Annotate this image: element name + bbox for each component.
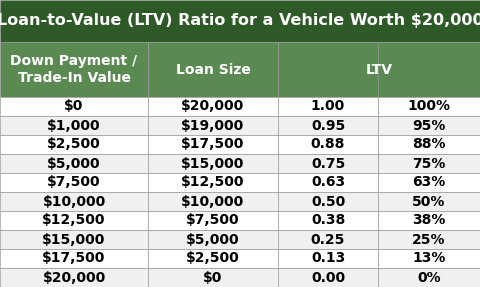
Bar <box>0 268 148 287</box>
Text: $0: $0 <box>64 100 84 113</box>
Bar <box>278 249 378 268</box>
Text: 0.38: 0.38 <box>311 214 345 228</box>
Bar <box>0 116 148 135</box>
Bar <box>0 135 148 154</box>
Bar <box>148 116 278 135</box>
Bar <box>148 42 278 97</box>
Text: 100%: 100% <box>408 100 451 113</box>
Bar <box>278 97 378 116</box>
Text: $7,500: $7,500 <box>186 214 240 228</box>
Bar <box>378 268 480 287</box>
Text: $15,000: $15,000 <box>42 232 106 247</box>
Text: Loan-to-Value (LTV) Ratio for a Vehicle Worth $20,000: Loan-to-Value (LTV) Ratio for a Vehicle … <box>0 13 480 28</box>
Text: 0.25: 0.25 <box>311 232 345 247</box>
Bar <box>148 230 278 249</box>
Bar <box>278 192 378 211</box>
Bar <box>148 97 278 116</box>
Bar <box>378 192 480 211</box>
Text: LTV: LTV <box>365 63 393 77</box>
Text: 88%: 88% <box>412 137 446 152</box>
Bar <box>378 116 480 135</box>
Text: $10,000: $10,000 <box>181 195 245 208</box>
Text: 50%: 50% <box>412 195 446 208</box>
Text: $2,500: $2,500 <box>47 137 101 152</box>
Bar <box>0 154 148 173</box>
Bar <box>378 154 480 173</box>
Text: $12,500: $12,500 <box>181 175 245 189</box>
Text: 1.00: 1.00 <box>311 100 345 113</box>
Bar <box>148 135 278 154</box>
Text: $15,000: $15,000 <box>181 156 245 170</box>
Bar <box>278 116 378 135</box>
Text: $5,000: $5,000 <box>47 156 101 170</box>
Bar <box>0 42 148 97</box>
Bar <box>378 173 480 192</box>
Bar <box>278 268 378 287</box>
Bar <box>0 192 148 211</box>
Text: 0.88: 0.88 <box>311 137 345 152</box>
Text: Down Payment /
Trade-In Value: Down Payment / Trade-In Value <box>11 55 138 85</box>
Text: $20,000: $20,000 <box>181 100 245 113</box>
Text: $20,000: $20,000 <box>42 271 106 284</box>
Text: $0: $0 <box>204 271 223 284</box>
Text: Loan Size: Loan Size <box>176 63 251 77</box>
Bar <box>148 173 278 192</box>
Bar <box>278 42 480 97</box>
Bar <box>0 249 148 268</box>
Text: 38%: 38% <box>412 214 446 228</box>
Text: $10,000: $10,000 <box>42 195 106 208</box>
Bar <box>148 211 278 230</box>
Text: $19,000: $19,000 <box>181 119 245 133</box>
Text: 25%: 25% <box>412 232 446 247</box>
Bar <box>0 211 148 230</box>
Text: $17,500: $17,500 <box>181 137 245 152</box>
Bar <box>0 230 148 249</box>
Bar <box>378 249 480 268</box>
Text: 0.00: 0.00 <box>311 271 345 284</box>
Bar <box>0 0 480 42</box>
Bar <box>278 154 378 173</box>
Text: 0.63: 0.63 <box>311 175 345 189</box>
Bar <box>0 173 148 192</box>
Text: 75%: 75% <box>412 156 446 170</box>
Bar <box>148 249 278 268</box>
Bar <box>378 230 480 249</box>
Text: 0.75: 0.75 <box>311 156 345 170</box>
Bar <box>378 135 480 154</box>
Text: 0.13: 0.13 <box>311 251 345 265</box>
Bar <box>378 97 480 116</box>
Text: 0.95: 0.95 <box>311 119 345 133</box>
Text: $5,000: $5,000 <box>186 232 240 247</box>
Text: $12,500: $12,500 <box>42 214 106 228</box>
Text: 63%: 63% <box>412 175 445 189</box>
Bar <box>148 268 278 287</box>
Bar <box>278 211 378 230</box>
Text: 0.50: 0.50 <box>311 195 345 208</box>
Bar <box>278 230 378 249</box>
Bar <box>278 173 378 192</box>
Text: $2,500: $2,500 <box>186 251 240 265</box>
Text: $17,500: $17,500 <box>42 251 106 265</box>
Bar <box>378 211 480 230</box>
Bar <box>148 192 278 211</box>
Bar <box>0 97 148 116</box>
Text: 95%: 95% <box>412 119 446 133</box>
Bar <box>148 154 278 173</box>
Bar <box>278 135 378 154</box>
Text: $1,000: $1,000 <box>47 119 101 133</box>
Text: $7,500: $7,500 <box>47 175 101 189</box>
Text: 0%: 0% <box>417 271 441 284</box>
Text: 13%: 13% <box>412 251 446 265</box>
